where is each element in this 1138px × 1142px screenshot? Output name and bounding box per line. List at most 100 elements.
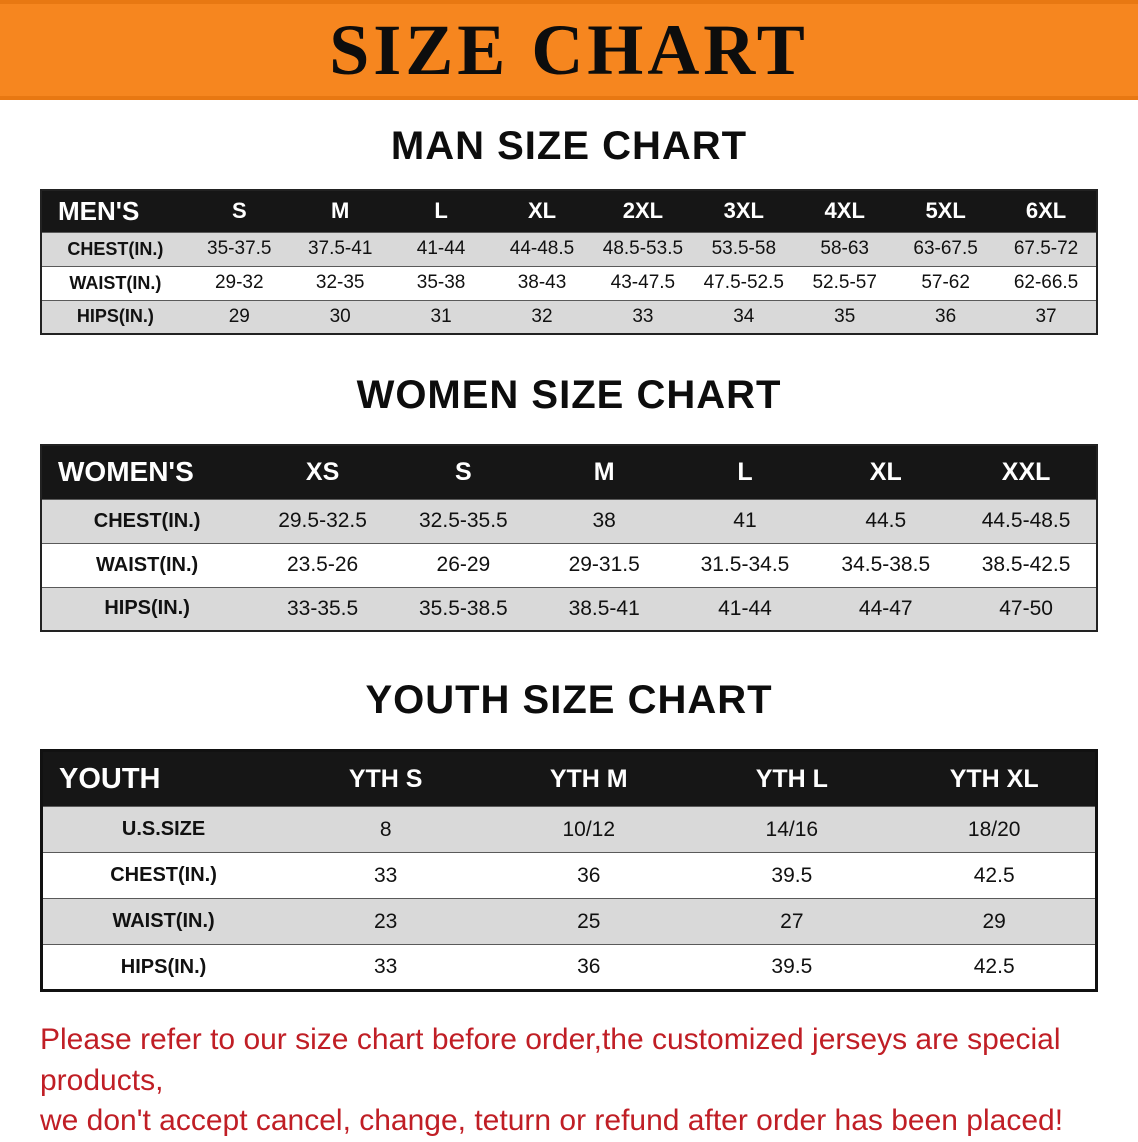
row-label-cell: U.S.SIZE [121, 818, 206, 840]
size-value-cell: 44-48.5 [509, 238, 575, 259]
row-label-cell: WAIST(IN.) [69, 272, 162, 293]
size-value-cell: 39.5 [771, 863, 813, 887]
table-row: HIPS(IN.) 33 36 39.5 42.5 [41, 944, 1097, 991]
size-value-cell: 38-43 [517, 272, 567, 293]
size-column-header: M [593, 457, 615, 486]
row-label-cell: WAIST(IN.) [95, 553, 199, 576]
size-value-cell: 37.5-41 [307, 238, 373, 259]
size-column-header: L [434, 198, 448, 224]
size-value-cell: 30 [329, 305, 351, 327]
men-size-table: MEN'S S M L XL 2XL 3XL 4XL 5XL 6XL CHEST(IN.) 35-37… [40, 189, 1098, 335]
table-row: WAIST(IN.) 23.5-26 26-29 29-31.5 31.5-34.5 34… [41, 543, 1097, 587]
size-column-header: XL [869, 457, 902, 486]
size-column-header: 2XL [622, 198, 664, 224]
page-title: SIZE CHART [329, 10, 809, 90]
size-value-cell: 29-32 [214, 272, 264, 293]
size-value-cell: 47-50 [999, 596, 1053, 620]
size-value-cell: 41-44 [416, 238, 466, 259]
size-value-cell: 14/16 [765, 817, 819, 841]
size-value-cell: 52.5-57 [812, 272, 877, 293]
size-value-cell: 67.5-72 [1013, 238, 1079, 259]
size-value-cell: 48.5-53.5 [602, 238, 684, 259]
table-row: CHEST(IN.) 35-37.5 37.5-41 41-44 44-48.5 48.5… [41, 232, 1097, 266]
table-row: HIPS(IN.) 29 30 31 32 33 34 35 36 37 [41, 300, 1097, 334]
size-value-cell: 35-37.5 [207, 238, 272, 259]
size-value-cell: 41 [733, 509, 757, 532]
table-title-cell: WOMEN'S [58, 456, 194, 488]
size-value-cell: 32.5-35.5 [419, 509, 508, 532]
size-value-cell: 36 [577, 863, 601, 887]
row-label-cell: HIPS(IN.) [76, 306, 154, 327]
size-value-cell: 33 [632, 305, 654, 327]
size-value-cell: 29 [228, 305, 250, 327]
size-value-cell: 62-66.5 [1013, 272, 1079, 293]
size-column-header: S [455, 457, 472, 486]
size-value-cell: 33-35.5 [286, 596, 359, 620]
women-size-section: WOMEN SIZE CHART WOMEN'S XS S M L XL XXL CHEST(… [0, 373, 1138, 632]
table-row: WAIST(IN.) 29-32 32-35 35-38 38-43 43-47.5 47.… [41, 266, 1097, 300]
size-value-cell: 34.5-38.5 [841, 553, 931, 576]
size-value-cell: 37 [1035, 305, 1057, 327]
size-value-cell: 35-38 [416, 272, 466, 293]
size-value-cell: 42.5 [973, 955, 1015, 978]
size-value-cell: 38.5-42.5 [981, 553, 1071, 576]
size-column-header: M [331, 198, 350, 224]
size-column-header: XS [305, 457, 340, 486]
size-value-cell: 33 [374, 863, 398, 887]
size-value-cell: 36 [577, 955, 601, 978]
size-value-cell: 8 [379, 817, 392, 841]
disclaimer: Please refer to our size chart before or… [40, 1020, 1118, 1142]
size-value-cell: 25 [577, 909, 601, 933]
size-value-cell: 63-67.5 [913, 238, 978, 259]
women-section-heading: WOMEN SIZE CHART [356, 373, 782, 417]
size-value-cell: 38.5-41 [568, 596, 640, 620]
size-value-cell: 33 [374, 955, 398, 978]
disclaimer-line-2: we don't accept cancel, change, teturn o… [40, 1104, 1064, 1137]
size-value-cell: 29.5-32.5 [278, 509, 367, 532]
men-size-section: MAN SIZE CHART MEN'S S M L XL 2XL 3XL 4XL 5XL 6XL… [0, 124, 1138, 335]
table-header-row: MEN'S S M L XL 2XL 3XL 4XL 5XL 6XL [41, 190, 1097, 232]
size-value-cell: 31 [430, 305, 452, 327]
table-row: HIPS(IN.) 33-35.5 35.5-38.5 38.5-41 41-44 44-… [41, 587, 1097, 631]
size-column-header: S [231, 198, 247, 224]
size-value-cell: 41-44 [718, 596, 772, 620]
size-value-cell: 35 [834, 305, 856, 327]
size-column-header: YTH XL [949, 764, 1039, 793]
disclaimer-line-1: Please refer to our size chart before or… [40, 1023, 1061, 1097]
size-value-cell: 44-47 [858, 596, 913, 620]
table-row: CHEST(IN.) 29.5-32.5 32.5-35.5 38 41 44.5 44.5… [41, 499, 1097, 543]
row-label-cell: CHEST(IN.) [93, 509, 201, 532]
size-column-header: 5XL [925, 198, 966, 224]
table-title-cell: MEN'S [58, 195, 140, 226]
size-column-header: 3XL [723, 198, 764, 224]
table-row: WAIST(IN.) 23 25 27 29 [41, 898, 1097, 945]
size-value-cell: 36 [935, 305, 957, 327]
women-size-table: WOMEN'S XS S M L XL XXL CHEST(IN.) 29.5-32.5 32.5… [40, 444, 1098, 632]
men-section-heading: MAN SIZE CHART [390, 124, 748, 168]
table-header-row: YOUTH YTH S YTH M YTH L YTH XL [41, 750, 1097, 807]
table-header-row: WOMEN'S XS S M L XL XXL [41, 445, 1097, 499]
youth-section-heading: YOUTH SIZE CHART [365, 678, 773, 722]
size-column-header: L [737, 457, 753, 486]
size-value-cell: 43-47.5 [610, 272, 676, 293]
size-column-header: XL [527, 198, 557, 224]
row-label-cell: CHEST(IN.) [67, 238, 164, 259]
size-value-cell: 18/20 [967, 817, 1021, 841]
size-value-cell: 26-29 [436, 553, 491, 576]
size-value-cell: 44.5 [865, 509, 907, 532]
youth-size-section: YOUTH SIZE CHART YOUTH YTH S YTH M YTH L YTH… [0, 678, 1138, 992]
size-value-cell: 31.5-34.5 [700, 553, 790, 576]
size-column-header: YTH M [549, 764, 628, 793]
size-value-cell: 38 [592, 509, 616, 532]
size-value-cell: 57-62 [921, 272, 970, 293]
youth-size-table: YOUTH YTH S YTH M YTH L YTH XL U.S.SIZE 8 10/12… [40, 749, 1098, 992]
size-value-cell: 32-35 [315, 272, 365, 293]
size-column-header: 6XL [1025, 198, 1067, 224]
table-row: CHEST(IN.) 33 36 39.5 42.5 [41, 852, 1097, 899]
size-column-header: XXL [1001, 457, 1051, 486]
size-value-cell: 29-31.5 [568, 553, 640, 576]
size-value-cell: 23 [374, 909, 398, 933]
size-value-cell: 27 [780, 909, 804, 933]
size-value-cell: 29 [982, 909, 1006, 933]
